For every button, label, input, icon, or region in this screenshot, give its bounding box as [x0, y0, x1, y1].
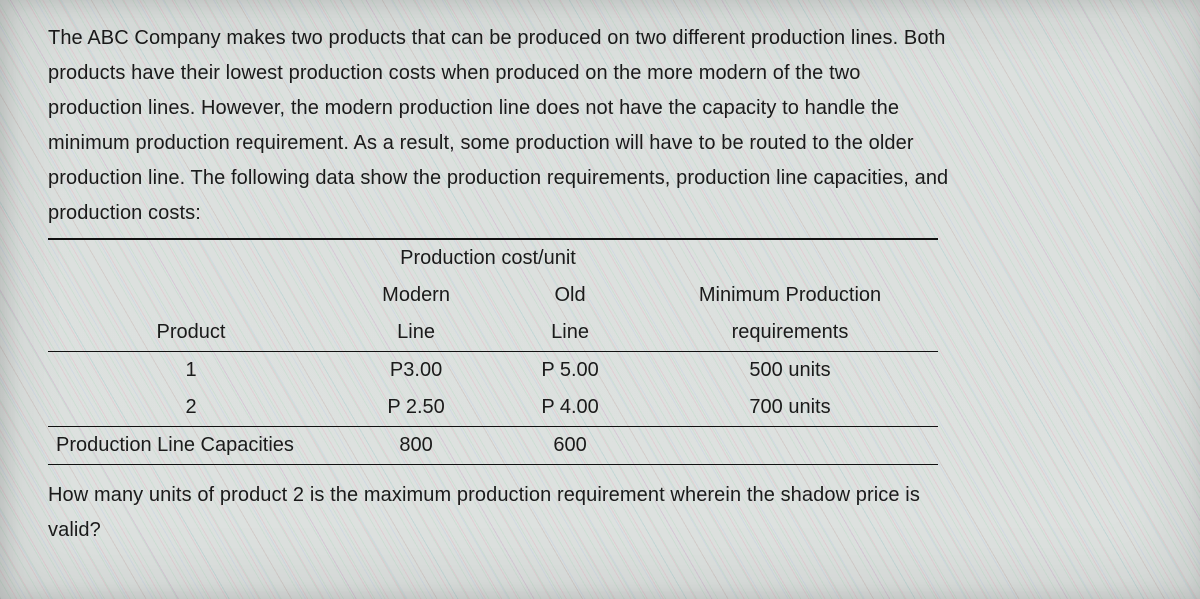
data-table: Production cost/unit Modern Old Minimum … [48, 238, 938, 465]
row2-modern: P 2.50 [334, 389, 498, 427]
row1-min: 500 units [642, 352, 938, 390]
col-product: Product [48, 314, 334, 352]
question-line-2: valid? [48, 514, 1160, 547]
col-min-1: Minimum Production [642, 277, 938, 314]
intro-line-2: products have their lowest production co… [48, 57, 1160, 90]
row1-product: 1 [48, 352, 334, 390]
col-old-2: Line [498, 314, 642, 352]
intro-line-4: minimum production requirement. As a res… [48, 127, 1160, 160]
col-old-1: Old [498, 277, 642, 314]
col-modern-1: Modern [334, 277, 498, 314]
row2-min: 700 units [642, 389, 938, 427]
row2-product: 2 [48, 389, 334, 427]
col-modern-2: Line [334, 314, 498, 352]
capacity-label: Production Line Capacities [48, 427, 334, 465]
intro-line-5: production line. The following data show… [48, 162, 1160, 195]
question-line-1: How many units of product 2 is the maxim… [48, 479, 1160, 512]
intro-line-1: The ABC Company makes two products that … [48, 22, 1160, 55]
header-production-cost: Production cost/unit [334, 239, 642, 277]
row1-modern: P3.00 [334, 352, 498, 390]
intro-line-6: production costs: [48, 197, 1160, 230]
row1-old: P 5.00 [498, 352, 642, 390]
capacity-modern: 800 [334, 427, 498, 465]
intro-line-3: production lines. However, the modern pr… [48, 92, 1160, 125]
col-min-2: requirements [642, 314, 938, 352]
capacity-old: 600 [498, 427, 642, 465]
row2-old: P 4.00 [498, 389, 642, 427]
